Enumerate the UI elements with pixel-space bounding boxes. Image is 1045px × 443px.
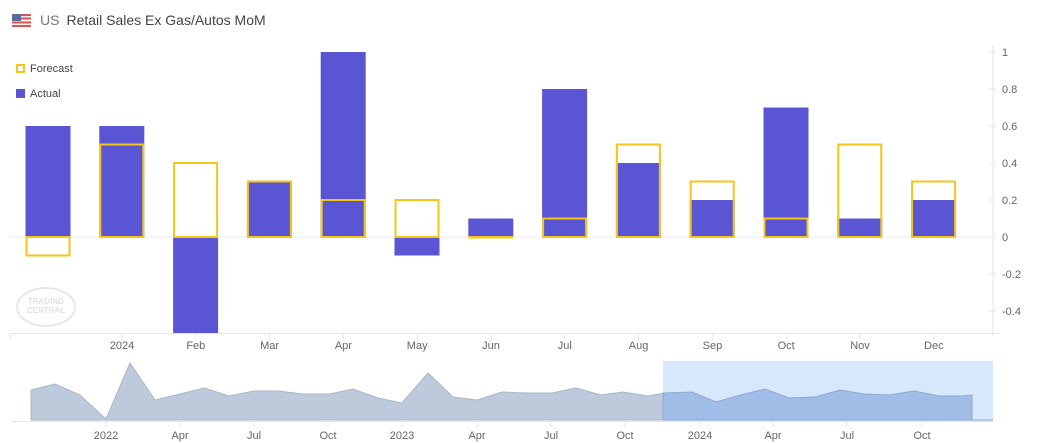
actual-bar[interactable] <box>542 89 588 237</box>
navigator-tick-label: 2022 <box>94 430 118 442</box>
x-tick-label: Jul <box>558 340 572 352</box>
actual-bar[interactable] <box>615 163 661 237</box>
chart-header: US Retail Sales Ex Gas/Autos MoM <box>12 9 266 31</box>
actual-bar[interactable] <box>99 126 145 237</box>
x-tick-label: Sep <box>703 340 723 352</box>
forecast-bar[interactable] <box>763 217 809 238</box>
legend-label-actual: Actual <box>30 87 61 100</box>
forecast-swatch-icon <box>16 64 25 73</box>
forecast-bar[interactable] <box>468 236 514 239</box>
forecast-bar[interactable] <box>173 162 219 238</box>
legend-item-actual[interactable]: Actual <box>16 81 73 106</box>
x-tick-label: Mar <box>260 340 279 352</box>
us-flag-icon <box>12 13 31 27</box>
actual-bar[interactable] <box>911 200 957 237</box>
navigator-tick-label: Oct <box>913 430 930 442</box>
svg-text:TRADING: TRADING <box>28 297 64 306</box>
navigator-tick-label: Jul <box>247 430 261 442</box>
country-label: US <box>40 12 60 28</box>
navigator-tick-label: Oct <box>616 430 633 442</box>
x-tick-label: Apr <box>335 340 352 352</box>
forecast-bar[interactable] <box>615 143 661 238</box>
svg-text:CENTRAL: CENTRAL <box>27 306 65 315</box>
forecast-bar[interactable] <box>246 180 292 238</box>
x-tick-label: Aug <box>629 340 649 352</box>
y-tick-label: 0 <box>1002 232 1008 244</box>
y-tick-label: -0.2 <box>1002 269 1021 281</box>
y-tick-label: 0.6 <box>1002 121 1017 133</box>
actual-bar[interactable] <box>763 107 809 238</box>
navigator-tick-label: Apr <box>468 430 485 442</box>
navigator-tick-label: 2024 <box>688 430 712 442</box>
navigator-tick-label: Jul <box>544 430 558 442</box>
navigator[interactable]: 2022 Apr Jul Oct 2023 Apr Jul Oct 2024 Apr Jul Oct <box>12 361 993 442</box>
actual-bar[interactable] <box>173 237 219 333</box>
actual-bar[interactable] <box>320 52 366 237</box>
forecast-bar[interactable] <box>542 217 588 238</box>
y-tick-label: 0.2 <box>1002 195 1017 207</box>
forecast-bar[interactable] <box>320 199 366 238</box>
actual-bar[interactable] <box>246 181 292 238</box>
x-axis: 2024 Feb Mar Apr May Jun Jul Aug Sep Oct Nov Dec <box>9 333 1000 352</box>
x-tick-label: Nov <box>850 340 870 352</box>
actual-bar[interactable] <box>394 237 440 256</box>
actual-bar[interactable] <box>689 200 735 237</box>
forecast-bar[interactable] <box>689 180 735 238</box>
navigator-tick-label: Jul <box>840 430 854 442</box>
legend-item-forecast[interactable]: Forecast <box>16 56 73 81</box>
legend-label-forecast: Forecast <box>30 62 73 75</box>
actual-bar[interactable] <box>837 218 883 238</box>
y-axis: 1 0.8 0.6 0.4 0.2 0 -0.2 -0.4 <box>989 46 1021 336</box>
x-tick-label: 2024 <box>110 340 134 352</box>
forecast-bar[interactable] <box>837 143 883 238</box>
actual-bar[interactable] <box>25 126 71 237</box>
x-tick-label: May <box>407 340 428 352</box>
forecast-bar[interactable] <box>99 143 145 238</box>
y-tick-label: -0.4 <box>1002 306 1021 318</box>
y-tick-label: 0.8 <box>1002 84 1017 96</box>
navigator-tick-label: Apr <box>764 430 781 442</box>
navigator-tick-label: 2023 <box>390 430 414 442</box>
navigator-tick-label: Oct <box>319 430 336 442</box>
forecast-bar[interactable] <box>911 180 957 238</box>
x-tick-label: Dec <box>924 340 944 352</box>
y-tick-label: 1 <box>1002 47 1008 59</box>
trading-central-watermark: TRADING CENTRAL <box>16 287 76 327</box>
forecast-bar[interactable] <box>394 199 440 238</box>
x-tick-label: Feb <box>186 340 205 352</box>
forecast-bar[interactable] <box>25 236 71 257</box>
actual-swatch-icon <box>16 89 25 98</box>
chart-title: Retail Sales Ex Gas/Autos MoM <box>66 12 266 28</box>
navigator-tick-label: Apr <box>171 430 188 442</box>
x-tick-label: Jun <box>482 340 500 352</box>
legend: Forecast Actual <box>16 56 73 106</box>
y-tick-label: 0.4 <box>1002 158 1017 170</box>
x-tick-label: Oct <box>778 340 795 352</box>
actual-bar[interactable] <box>468 218 514 238</box>
plot-area <box>10 52 993 333</box>
